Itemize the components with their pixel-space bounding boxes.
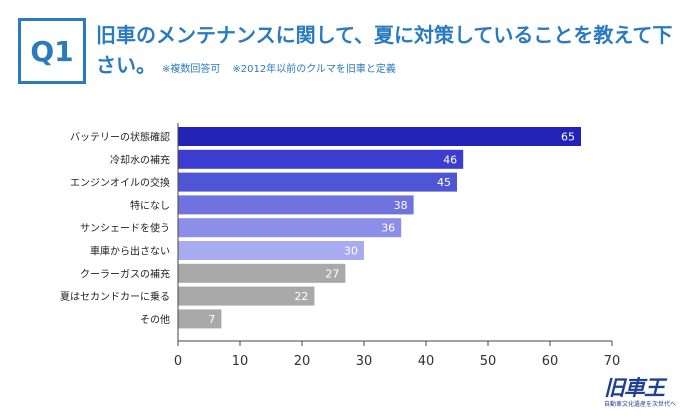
multiple-answer-note: ※複数回答可 bbox=[162, 64, 221, 75]
x-tick-label: 30 bbox=[356, 354, 373, 369]
x-tick-label: 0 bbox=[174, 354, 182, 369]
category-label: 冷却水の補充 bbox=[110, 153, 170, 166]
bar bbox=[178, 127, 581, 146]
question-text: 旧車のメンテナンスに関して、夏に対策していることを教えて下さい。 bbox=[96, 23, 673, 77]
brand-logo: 旧車王 自動車文化遺産を次世代へ bbox=[604, 376, 694, 416]
bar bbox=[178, 172, 457, 192]
category-label: クーラーガスの補充 bbox=[80, 267, 170, 280]
x-tick-label: 40 bbox=[418, 354, 435, 369]
value-label: 30 bbox=[344, 245, 358, 258]
x-tick-label: 10 bbox=[232, 354, 249, 369]
bar bbox=[178, 286, 315, 306]
x-tick-label: 20 bbox=[294, 354, 311, 369]
logo-wordmark: 旧車王 bbox=[604, 376, 665, 400]
bar bbox=[178, 149, 464, 169]
category-label: 夏はセカンドカーに乗る bbox=[60, 291, 170, 303]
bar bbox=[178, 309, 222, 329]
category-label: その他 bbox=[140, 313, 170, 326]
old-car-definition-note: ※2012年以前のクルマを旧車と定義 bbox=[232, 64, 396, 75]
category-label: 特になし bbox=[130, 200, 170, 212]
bar bbox=[178, 195, 414, 215]
category-label: サンシェードを使う bbox=[80, 222, 170, 235]
value-label: 46 bbox=[443, 153, 457, 166]
value-label: 65 bbox=[561, 131, 575, 144]
value-label: 45 bbox=[437, 176, 451, 189]
value-label: 36 bbox=[381, 222, 395, 235]
bar bbox=[178, 218, 402, 238]
x-tick-label: 60 bbox=[542, 354, 559, 369]
x-tick-label: 50 bbox=[480, 354, 497, 369]
category-label: 車庫から出さない bbox=[90, 245, 170, 258]
question-badge: Q1 bbox=[18, 18, 86, 84]
logo-tagline: 自動車文化遺産を次世代へ bbox=[604, 401, 677, 408]
value-label: 7 bbox=[208, 313, 215, 326]
category-label: バッテリーの状態確認 bbox=[70, 131, 170, 144]
question-title: 旧車のメンテナンスに関して、夏に対策していることを教えて下さい。 ※複数回答可 ※2… bbox=[96, 20, 686, 85]
value-label: 27 bbox=[325, 267, 339, 280]
bar bbox=[178, 241, 364, 260]
value-label: 22 bbox=[294, 290, 308, 303]
value-label: 38 bbox=[394, 199, 408, 212]
bar bbox=[178, 263, 346, 283]
category-label: エンジンオイルの交換 bbox=[70, 176, 170, 189]
x-tick-label: 70 bbox=[604, 354, 621, 369]
